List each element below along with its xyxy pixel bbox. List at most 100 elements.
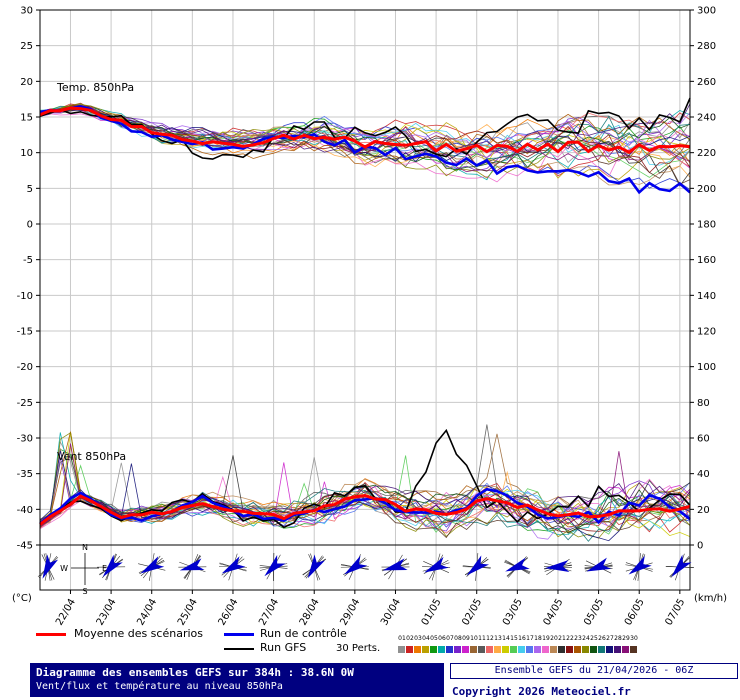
wind-tick-label: 60: [697, 434, 710, 445]
member-number: 29: [622, 635, 630, 642]
temp-ensemble: [39, 97, 691, 195]
member-color-swatch: [486, 646, 493, 653]
wind-tick-label: 140: [697, 291, 716, 302]
temp-tick-label: -40: [17, 505, 33, 516]
member-number: 27: [606, 635, 614, 642]
ensemble-meteogram: 30 25 20 15 10 5 0 -5 -10 -15 -20 -25 -30 -35 -40 -45 30…: [17, 6, 716, 627]
member-number-row: 0102030405060708091011121314151617181920…: [398, 631, 648, 643]
member-number: 23: [574, 635, 582, 642]
member-swatch-row: [398, 644, 648, 653]
wind-tick-label: 40: [697, 469, 710, 480]
wind-series-label: Vent 850hPa: [57, 450, 127, 463]
date-label: 02/05: [460, 597, 484, 626]
member-color-swatch: [478, 646, 485, 653]
wind-tick-label: 160: [697, 255, 716, 266]
member-number: 28: [614, 635, 622, 642]
date-label: 30/04: [379, 597, 403, 626]
member-number: 04: [422, 635, 430, 642]
member-number: 16: [518, 635, 526, 642]
temp-tick-label: -5: [23, 255, 33, 266]
wind-tick-label: 20: [697, 505, 710, 516]
member-color-swatch: [414, 646, 421, 653]
wind-arrow: [545, 560, 570, 573]
wind-arrow: [221, 556, 246, 574]
member-color-swatch: [574, 646, 581, 653]
date-label: 28/04: [298, 597, 322, 626]
member-color-swatch: [566, 646, 573, 653]
date-label: 05/05: [582, 597, 606, 626]
date-label: 26/04: [217, 597, 241, 626]
wind-arrow: [179, 558, 205, 571]
legend-control-line: [224, 633, 254, 636]
member-color-swatch: [614, 646, 621, 653]
temp-tick-label: -15: [17, 327, 33, 338]
wind-arrow: [264, 554, 286, 577]
temp-tick-label: 30: [20, 6, 33, 17]
compass-s-label: S: [82, 587, 87, 596]
wind-ensemble: [39, 424, 691, 542]
wind-tick-label: 180: [697, 220, 716, 231]
member-color-swatch: [590, 646, 597, 653]
wind-tick-label: 300: [697, 6, 716, 17]
wind-tick-label: 220: [697, 148, 716, 159]
wind-ensemble-mean: [39, 493, 691, 526]
member-color-swatch: [606, 646, 613, 653]
legend-gfs-line: [224, 648, 254, 650]
member-color-swatch: [630, 646, 637, 653]
date-label: 03/05: [501, 597, 525, 626]
wind-ensemble-member: [39, 432, 691, 539]
axis-labels: 30 25 20 15 10 5 0 -5 -10 -15 -20 -25 -30 -35 -40 -45 30…: [17, 6, 716, 627]
member-color-swatch: [406, 646, 413, 653]
wind-direction-arrows: [37, 552, 694, 582]
date-label: 22/04: [54, 597, 78, 626]
member-color-swatch: [462, 646, 469, 653]
member-number: 18: [534, 635, 542, 642]
legend-gfs-label: Run GFS: [260, 641, 307, 654]
member-number: 07: [446, 635, 454, 642]
temp-tick-label: -20: [17, 362, 33, 373]
member-color-swatch: [518, 646, 525, 653]
legend-control-label: Run de contrôle: [260, 627, 347, 640]
member-number: 20: [550, 635, 558, 642]
temp-ensemble-member: [39, 105, 691, 173]
member-number: 05: [430, 635, 438, 642]
copyright-text: Copyright 2026 Meteociel.fr: [452, 685, 631, 698]
member-color-swatch: [534, 646, 541, 653]
unit-right-label: (km/h): [694, 593, 728, 604]
member-color-swatch: [454, 646, 461, 653]
member-color-swatch: [542, 646, 549, 653]
member-number: 03: [414, 635, 422, 642]
wind-arrow: [382, 558, 408, 571]
wind-arrow: [505, 557, 530, 572]
member-number: 15: [510, 635, 518, 642]
member-number: 21: [558, 635, 566, 642]
member-color-swatch: [598, 646, 605, 653]
temp-ensemble-member: [39, 108, 691, 162]
member-number: 10: [470, 635, 478, 642]
date-label: 25/04: [176, 597, 200, 626]
temp-tick-label: -30: [17, 434, 33, 445]
temp-tick-label: 15: [20, 113, 33, 124]
member-color-swatch: [526, 646, 533, 653]
member-number: 08: [454, 635, 462, 642]
wind-arrow: [344, 555, 368, 575]
temp-ensemble-member: [39, 105, 691, 158]
temp-tick-label: -35: [17, 469, 33, 480]
member-color-swatch: [550, 646, 557, 653]
gridlines: [40, 9, 690, 590]
wind-arrow: [102, 554, 123, 577]
wind-arrow: [42, 554, 59, 579]
member-number: 09: [462, 635, 470, 642]
member-number: 14: [502, 635, 510, 642]
temp-tick-label: 20: [20, 77, 33, 88]
compass-rose: N S W E: [60, 543, 107, 596]
member-color-swatch: [430, 646, 437, 653]
legend-mean-label: Moyenne des scénarios: [74, 627, 203, 640]
member-number: 17: [526, 635, 534, 642]
unit-left-label: (°C): [12, 593, 32, 604]
member-number: 30: [630, 635, 638, 642]
member-color-swatch: [470, 646, 477, 653]
plot-border: [39, 9, 691, 546]
wind-arrow: [671, 554, 692, 577]
date-label: 07/05: [664, 597, 688, 626]
